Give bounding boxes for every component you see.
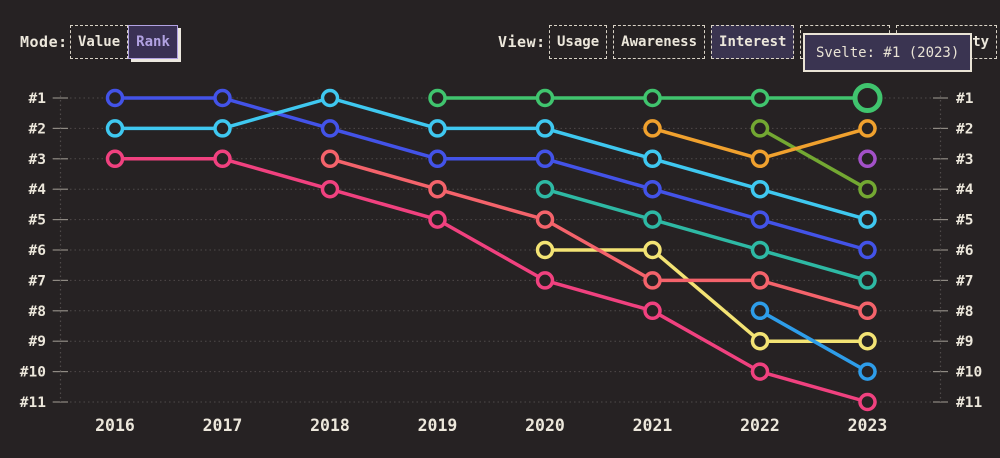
y-axis-label-left: #2 — [29, 121, 46, 137]
data-point[interactable] — [105, 119, 125, 138]
mode-toggle-group: Value Rank — [70, 25, 178, 59]
data-point[interactable] — [643, 179, 662, 199]
data-point[interactable] — [535, 119, 555, 138]
y-axis-label-left: #9 — [29, 334, 46, 350]
x-axis-label: 2019 — [418, 416, 458, 435]
data-point[interactable] — [750, 331, 770, 351]
data-point[interactable] — [750, 119, 770, 138]
series-line — [113, 96, 870, 222]
x-axis-label: 2017 — [203, 416, 243, 435]
y-axis-label-left: #8 — [29, 304, 46, 320]
data-point[interactable] — [750, 301, 770, 321]
data-point[interactable] — [428, 88, 447, 108]
data-point[interactable] — [858, 301, 877, 321]
y-axis-label-right: #10 — [956, 365, 982, 381]
y-axis-label-left: #5 — [29, 213, 46, 229]
data-point[interactable] — [535, 240, 555, 260]
data-point[interactable] — [750, 362, 770, 381]
y-axis-label-left: #3 — [29, 152, 46, 168]
data-point-highlighted[interactable] — [852, 83, 883, 113]
data-point[interactable] — [105, 88, 125, 108]
x-axis-label: 2018 — [310, 416, 350, 435]
series-line — [113, 157, 870, 404]
data-point[interactable] — [320, 149, 340, 169]
x-axis-label: 2016 — [95, 416, 135, 435]
data-point[interactable] — [213, 88, 232, 108]
y-axis-label-right: #9 — [956, 334, 973, 350]
data-point[interactable] — [750, 179, 770, 199]
data-point[interactable] — [535, 88, 555, 108]
data-point[interactable] — [643, 271, 662, 290]
data-point[interactable] — [535, 149, 555, 169]
y-axis-label-left: #6 — [29, 243, 46, 259]
data-point[interactable] — [643, 119, 662, 138]
y-axis-label-right: #6 — [956, 243, 973, 259]
y-axis-label-right: #8 — [956, 304, 973, 320]
y-axis-label-left: #10 — [20, 365, 46, 381]
y-axis-label-right: #4 — [956, 182, 974, 198]
y-axis-label-right: #11 — [956, 395, 982, 411]
x-axis-label: 2021 — [633, 416, 673, 435]
data-point[interactable] — [213, 149, 232, 169]
series-line — [758, 126, 870, 191]
y-axis-label-left: #4 — [29, 182, 47, 198]
data-point[interactable] — [105, 149, 125, 169]
data-point[interactable] — [643, 301, 662, 321]
data-point[interactable] — [750, 88, 770, 108]
y-axis-label-left: #7 — [29, 273, 46, 289]
mode-rank-button[interactable]: Rank — [128, 25, 178, 59]
data-point[interactable] — [320, 88, 340, 108]
tooltip: Svelte: #1 (2023) — [803, 33, 973, 72]
data-point[interactable] — [643, 88, 662, 108]
data-point[interactable] — [535, 179, 555, 199]
view-toggle-group: Usage Awareness Interest Positivity — [549, 25, 998, 59]
data-point[interactable] — [320, 179, 340, 199]
data-point[interactable] — [750, 271, 770, 290]
series-line — [543, 187, 870, 283]
data-point[interactable] — [750, 240, 770, 260]
data-point[interactable] — [428, 210, 447, 229]
data-point[interactable] — [858, 179, 877, 199]
data-point[interactable] — [643, 210, 662, 229]
series-line — [328, 157, 870, 313]
y-axis-label-left: #1 — [29, 91, 47, 107]
series-line — [758, 309, 870, 374]
series-line — [113, 96, 870, 252]
data-point[interactable] — [858, 271, 877, 290]
view-label: View: — [498, 33, 546, 51]
data-point[interactable] — [535, 271, 555, 290]
data-point[interactable] — [320, 119, 340, 138]
mode-value-button[interactable]: Value — [70, 25, 129, 59]
y-axis-label-right: #3 — [956, 152, 973, 168]
data-point[interactable] — [858, 392, 877, 412]
y-axis-label-right: #1 — [956, 91, 974, 107]
data-point[interactable] — [858, 362, 877, 381]
y-axis-label-right: #2 — [956, 121, 973, 137]
y-axis-label-right: #5 — [956, 213, 973, 229]
view-interest-button[interactable]: Interest — [711, 25, 795, 59]
data-point[interactable] — [535, 210, 555, 229]
view-usage-button[interactable]: Usage — [549, 25, 608, 59]
data-point[interactable] — [428, 119, 447, 138]
data-point[interactable] — [643, 149, 662, 169]
data-point[interactable] — [428, 149, 447, 169]
x-axis-label: 2020 — [525, 416, 565, 435]
data-point[interactable] — [750, 149, 770, 169]
data-point[interactable] — [858, 240, 877, 260]
data-point[interactable] — [643, 240, 662, 260]
data-point[interactable] — [858, 210, 877, 229]
y-axis-label-right: #7 — [956, 273, 973, 289]
y-axis-label-left: #11 — [20, 395, 46, 411]
x-axis-label: 2023 — [848, 416, 888, 435]
data-point[interactable] — [858, 331, 877, 351]
mode-label: Mode: — [20, 33, 68, 51]
data-point[interactable] — [750, 210, 770, 229]
view-awareness-button[interactable]: Awareness — [613, 25, 706, 59]
data-point[interactable] — [858, 119, 877, 138]
data-point[interactable] — [858, 149, 877, 169]
data-point[interactable] — [213, 119, 232, 138]
data-point[interactable] — [428, 179, 447, 199]
x-axis-label: 2022 — [740, 416, 780, 435]
